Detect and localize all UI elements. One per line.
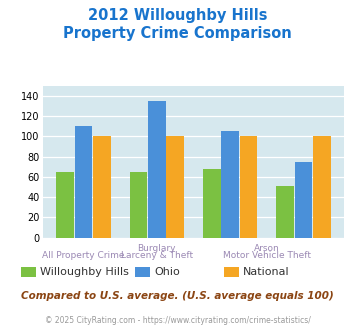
Text: Ohio: Ohio xyxy=(154,267,180,277)
Bar xyxy=(276,186,294,238)
Bar xyxy=(295,162,312,238)
Text: Larceny & Theft: Larceny & Theft xyxy=(121,251,193,260)
Bar xyxy=(313,136,331,238)
Text: National: National xyxy=(243,267,289,277)
Text: Willoughby Hills: Willoughby Hills xyxy=(40,267,129,277)
Text: © 2025 CityRating.com - https://www.cityrating.com/crime-statistics/: © 2025 CityRating.com - https://www.city… xyxy=(45,316,310,325)
Bar xyxy=(75,126,92,238)
Bar xyxy=(93,136,111,238)
Text: 2012 Willoughby Hills: 2012 Willoughby Hills xyxy=(88,8,267,23)
Text: Arson: Arson xyxy=(254,244,280,252)
Bar xyxy=(130,172,147,238)
Text: Property Crime Comparison: Property Crime Comparison xyxy=(63,26,292,41)
Bar xyxy=(240,136,257,238)
Text: Burglary: Burglary xyxy=(137,244,176,252)
Bar xyxy=(56,172,74,238)
Text: Compared to U.S. average. (U.S. average equals 100): Compared to U.S. average. (U.S. average … xyxy=(21,291,334,301)
Bar xyxy=(166,136,184,238)
Bar xyxy=(222,131,239,238)
Bar xyxy=(148,101,165,238)
Text: Motor Vehicle Theft: Motor Vehicle Theft xyxy=(223,251,311,260)
Text: All Property Crime: All Property Crime xyxy=(42,251,125,260)
Bar xyxy=(203,169,220,238)
